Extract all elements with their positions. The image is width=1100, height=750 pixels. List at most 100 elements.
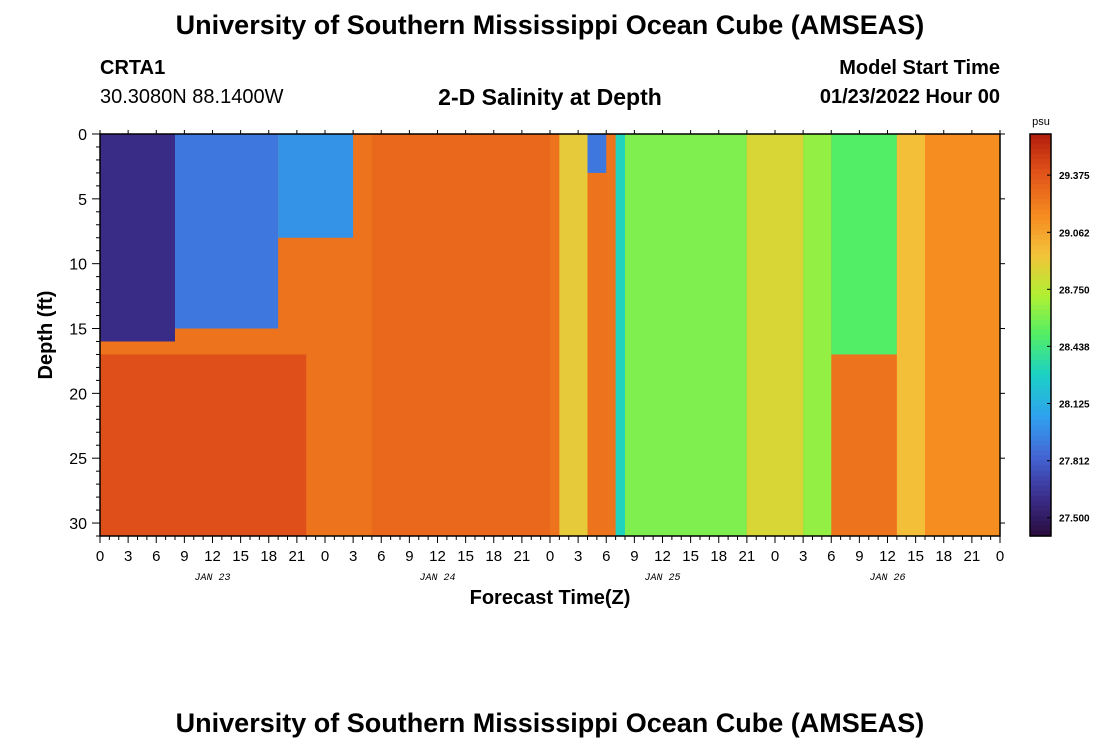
colorbar-segment <box>1030 179 1051 185</box>
y-tick-label: 20 <box>69 386 87 403</box>
x-tick-label: 12 <box>204 548 221 565</box>
colorbar-tick-label: 28.438 <box>1059 342 1090 353</box>
colorbar-segment <box>1030 510 1051 517</box>
salinity-region-12 <box>896 134 925 536</box>
day-label: JAN 23 <box>194 573 230 584</box>
colorbar-segment <box>1030 304 1051 311</box>
colorbar-segment <box>1030 470 1051 477</box>
x-tick-label: 15 <box>907 548 924 565</box>
colorbar-frame <box>1029 133 1052 537</box>
colorbar-segment <box>1030 209 1051 215</box>
colorbar-segment <box>1030 229 1051 236</box>
y-tick-label: 0 <box>78 127 87 144</box>
colorbar-segment <box>1030 520 1051 527</box>
x-tick-label: 12 <box>879 548 896 565</box>
x-tick-label: 6 <box>152 548 160 565</box>
colorbar-segment <box>1030 480 1051 487</box>
colorbar-segment <box>1030 134 1051 140</box>
x-axis-label: Forecast Time(Z) <box>470 587 631 609</box>
salinity-region-1 <box>175 134 279 329</box>
colorbar-segment <box>1030 294 1051 301</box>
y-axis-label: Depth (ft) <box>35 291 57 380</box>
x-tick-label: 15 <box>682 548 699 565</box>
colorbar-segment <box>1030 380 1051 386</box>
colorbar-segment <box>1030 410 1051 416</box>
colorbar-segment <box>1030 340 1051 346</box>
colorbar-segment <box>1030 425 1051 432</box>
colorbar-segment <box>1030 274 1051 281</box>
station-id: CRTA1 <box>100 57 166 79</box>
colorbar-segment <box>1030 400 1051 406</box>
x-tick-label: 6 <box>377 548 385 565</box>
colorbar-segment <box>1030 415 1051 422</box>
colorbar-segment <box>1030 234 1051 241</box>
colorbar-segment <box>1030 189 1051 195</box>
colorbar-segment <box>1030 455 1051 462</box>
colorbar-segment <box>1030 465 1051 472</box>
x-axis: 0 3 6 9 12 15 18 21 0 3 6 9 12 15 18 21 0 3 6 9 12 15 18 21 0 3 6 9… <box>96 130 1004 584</box>
colorbar-segment <box>1030 239 1051 246</box>
salinity-region-4 <box>371 134 550 536</box>
x-tick-label: 18 <box>485 548 502 565</box>
salinity-region-3 <box>100 354 307 536</box>
colorbar-segment <box>1030 390 1051 396</box>
colorbar-segment <box>1030 525 1051 532</box>
colorbar-segment <box>1030 224 1051 231</box>
colorbar-segment <box>1030 214 1051 221</box>
colorbar-segment <box>1030 319 1051 326</box>
x-tick-label: 12 <box>429 548 446 565</box>
x-tick-label: 9 <box>180 548 188 565</box>
salinity-region-8 <box>625 134 747 536</box>
salinity-region-5 <box>559 134 588 536</box>
colorbar-segment <box>1030 164 1051 170</box>
page-title: University of Southern Mississippi Ocean… <box>175 10 925 40</box>
salinity-heatmap-chart: 0 3 6 9 12 15 18 21 0 3 6 9 12 15 18 21 0 3 6 9 12 15 18 21 0 3 6 9… <box>35 116 1090 609</box>
x-tick-label: 9 <box>630 548 638 565</box>
colorbar-segment <box>1030 405 1051 411</box>
colorbar-segment <box>1030 284 1051 291</box>
colorbar-segment <box>1030 495 1051 502</box>
x-tick-label: 0 <box>96 548 104 565</box>
colorbar-segment <box>1030 314 1051 321</box>
x-tick-label: 6 <box>827 548 835 565</box>
x-tick-label: 3 <box>124 548 132 565</box>
x-tick-label: 12 <box>654 548 671 565</box>
colorbar-segment <box>1030 355 1051 361</box>
y-tick-label: 10 <box>69 257 87 274</box>
colorbar-segment <box>1030 269 1051 276</box>
colorbar-segment <box>1030 204 1051 210</box>
colorbar-segment <box>1030 149 1051 155</box>
colorbar-segment <box>1030 430 1051 437</box>
x-tick-label: 0 <box>546 548 554 565</box>
colorbar-segment <box>1030 450 1051 457</box>
colorbar-segment <box>1030 144 1051 150</box>
y-tick-label: 30 <box>69 516 87 533</box>
x-tick-label: 21 <box>964 548 981 565</box>
colorbar-segment <box>1030 219 1051 226</box>
colorbar-segment <box>1030 335 1051 341</box>
salinity-region-0 <box>100 134 175 342</box>
colorbar-segment <box>1030 159 1051 165</box>
x-tick-label: 21 <box>514 548 531 565</box>
model-start-label: Model Start Time <box>839 57 1000 79</box>
colorbar-segment <box>1030 299 1051 306</box>
x-tick-label: 9 <box>405 548 413 565</box>
colorbar-tick-label: 27.500 <box>1059 514 1090 525</box>
x-tick-label: 15 <box>457 548 474 565</box>
colorbar-tick-label: 29.062 <box>1059 228 1090 239</box>
station-coordinates: 30.3080N 88.1400W <box>100 86 284 108</box>
salinity-region-2 <box>278 134 354 238</box>
day-label: JAN 25 <box>644 573 680 584</box>
y-tick-label: 25 <box>69 451 87 468</box>
plot-area <box>100 134 1000 536</box>
x-tick-label: 18 <box>260 548 277 565</box>
y-tick-label: 5 <box>78 192 87 209</box>
x-tick-label: 15 <box>232 548 249 565</box>
x-tick-label: 21 <box>739 548 756 565</box>
colorbar-segment <box>1030 375 1051 381</box>
x-tick-label: 21 <box>289 548 306 565</box>
colorbar-segment <box>1030 365 1051 371</box>
chart-subtitle: 2-D Salinity at Depth <box>438 84 662 110</box>
colorbar-segment <box>1030 244 1051 251</box>
colorbar-segment <box>1030 420 1051 427</box>
